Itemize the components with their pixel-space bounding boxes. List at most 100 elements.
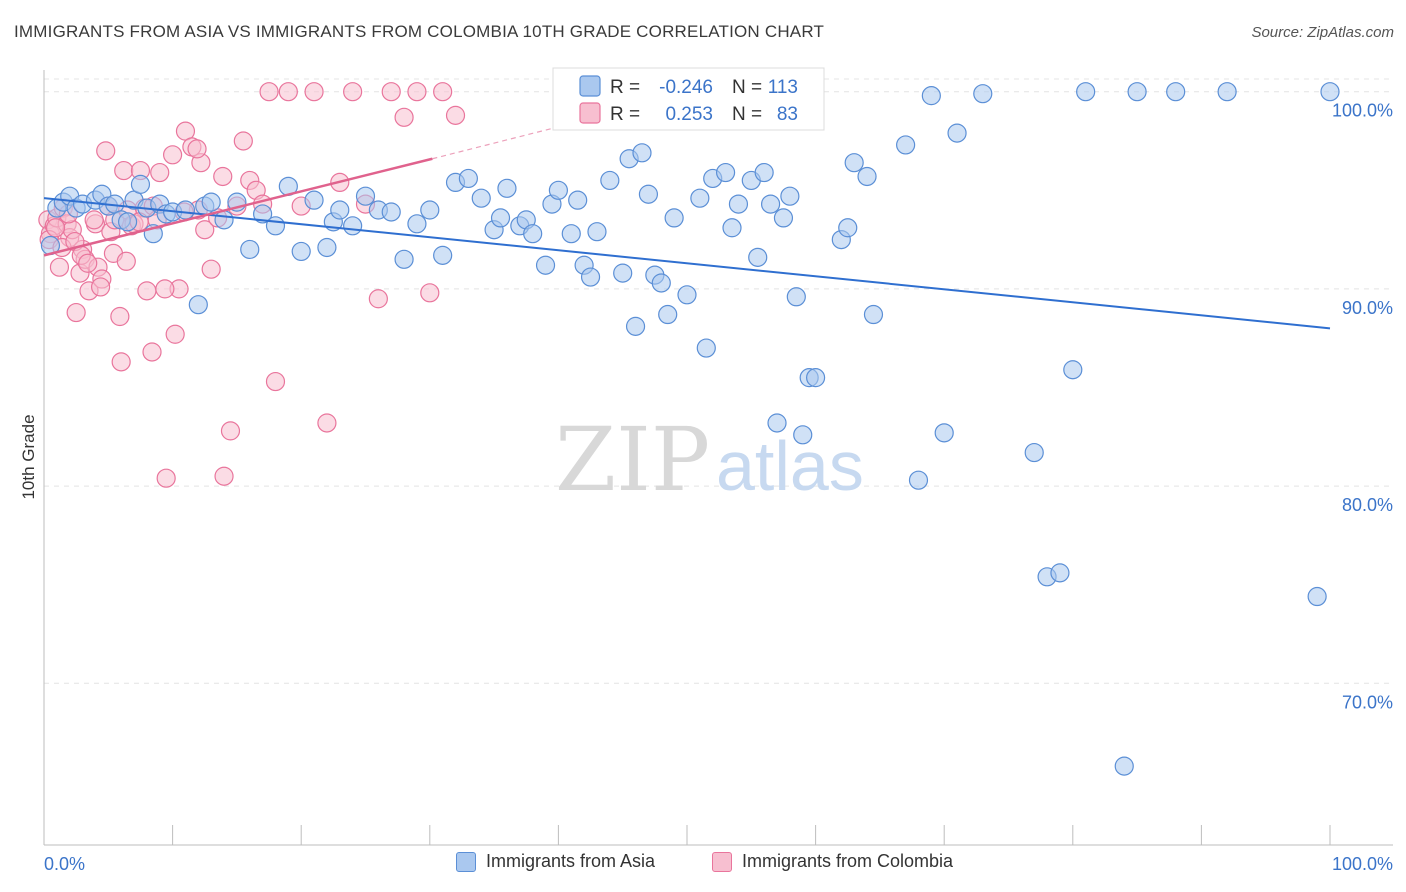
legend-n-label-asia: N = (732, 77, 762, 98)
data-point-asia (317, 237, 337, 258)
data-point-colombia (111, 352, 131, 372)
trend-lines (43, 124, 1331, 330)
data-point-asia (793, 425, 813, 445)
bottom-legend: Immigrants from Asia Immigrants from Col… (0, 851, 1406, 879)
data-point-asia (568, 190, 588, 210)
bottom-legend-colombia-label: Immigrants from Colombia (742, 851, 954, 871)
data-point-asia (490, 208, 511, 228)
data-point-asia (253, 204, 273, 224)
data-point-colombia (278, 82, 298, 102)
bottom-legend-colombia-swatch (712, 851, 732, 872)
data-point-asia (240, 239, 260, 260)
data-point-colombia (49, 257, 70, 277)
data-point-asia (330, 200, 350, 220)
bottom-legend-colombia: Immigrants from Colombia (712, 851, 953, 872)
data-point-asia (934, 423, 954, 443)
data-point-asia (754, 162, 774, 183)
data-point-colombia (317, 413, 337, 433)
data-point-asia (535, 255, 556, 275)
data-point-asia (690, 188, 710, 208)
data-point-asia (722, 218, 742, 238)
legend-r-value-colombia: 0.253 (665, 104, 713, 125)
data-point-asia (760, 194, 781, 214)
data-point-asia (613, 263, 633, 283)
data-point-colombia (165, 324, 185, 344)
data-point-asia (1127, 82, 1147, 102)
data-point-asia (188, 295, 208, 315)
data-point-colombia (304, 82, 324, 102)
data-point-asia (394, 249, 414, 269)
data-point-asia (1166, 82, 1186, 102)
data-point-colombia (155, 279, 175, 299)
data-point-asia (130, 174, 151, 194)
data-point-colombia (156, 468, 176, 488)
data-point-asia (548, 180, 569, 200)
data-point-asia (587, 222, 607, 242)
data-point-colombia (114, 160, 134, 181)
data-point-asia (523, 224, 543, 244)
chart-title: IMMIGRANTS FROM ASIA VS IMMIGRANTS FROM … (14, 22, 825, 41)
y-tick-label: 70.0% (1342, 692, 1393, 712)
data-point-asia (844, 153, 864, 173)
data-point-asia (728, 194, 749, 214)
watermark-atlas: atlas (716, 427, 864, 505)
legend-n-value-asia: 113 (768, 77, 798, 98)
data-point-asia (561, 224, 581, 244)
trend-line-colombia-extension (432, 124, 565, 160)
data-point-asia (117, 212, 138, 232)
data-point-asia (664, 208, 684, 228)
data-point-asia (1114, 756, 1134, 776)
data-point-colombia (213, 166, 233, 187)
watermark: ZIP atlas (555, 408, 864, 511)
data-point-colombia (445, 105, 466, 125)
x-tick-max: 100.0% (1332, 854, 1393, 874)
data-point-asia (214, 210, 234, 230)
data-point-colombia (96, 141, 116, 161)
y-tick-labels: 100.0% 90.0% 80.0% 70.0% (1332, 101, 1393, 713)
data-point-asia (838, 218, 858, 238)
data-point-colombia (368, 289, 388, 309)
data-point-asia (580, 267, 601, 287)
data-point-asia (715, 162, 736, 183)
data-point-asia (658, 304, 678, 325)
trend-line-asia (43, 197, 1331, 330)
data-point-asia (748, 247, 768, 267)
source-credit: Source: ZipAtlas.com (1251, 24, 1394, 41)
y-tick-label: 90.0% (1342, 298, 1393, 318)
data-point-colombia (84, 210, 104, 230)
data-point-colombia (265, 371, 286, 392)
x-tick-min: 0.0% (44, 854, 85, 874)
data-point-asia (773, 208, 794, 228)
data-point-asia (857, 166, 877, 187)
data-point-asia (767, 413, 787, 433)
data-point-asia (1307, 586, 1327, 607)
data-point-asia (947, 123, 967, 143)
data-point-colombia (407, 82, 427, 102)
data-point-asia (343, 216, 363, 236)
data-point-colombia (433, 82, 453, 102)
data-point-asia (677, 285, 697, 305)
legend-swatch-colombia (579, 102, 601, 124)
y-axis-label: 10th Grade (19, 414, 38, 499)
data-point-asia (433, 245, 453, 265)
data-point-colombia (110, 306, 130, 327)
data-point-asia (407, 214, 427, 234)
data-point-colombia (195, 220, 215, 240)
data-point-colombia (381, 82, 401, 102)
series-colombia (38, 82, 466, 488)
data-point-asia (201, 192, 221, 212)
data-point-asia (638, 184, 659, 204)
data-point-asia (304, 190, 324, 210)
series-asia (40, 82, 1340, 776)
data-point-asia (497, 178, 517, 198)
data-point-asia (1063, 360, 1083, 380)
data-point-asia (265, 216, 286, 236)
data-point-asia (921, 86, 941, 106)
data-point-asia (780, 186, 800, 206)
data-point-asia (973, 84, 993, 104)
data-point-colombia (201, 259, 221, 279)
data-point-colombia (187, 139, 207, 159)
bottom-legend-asia-label: Immigrants from Asia (486, 851, 656, 871)
data-point-colombia (220, 421, 241, 441)
legend-r-label-colombia: R = (610, 104, 640, 125)
